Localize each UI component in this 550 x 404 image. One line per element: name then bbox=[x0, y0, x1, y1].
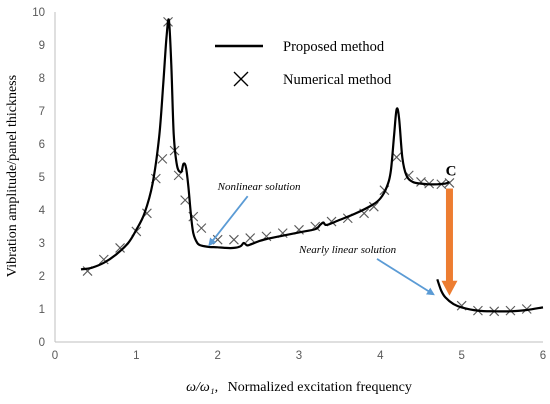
nonlinear-arrow bbox=[208, 195, 249, 247]
numerical-point bbox=[115, 243, 125, 253]
y-tick-labels: 0 1 2 3 4 5 6 7 8 9 10 bbox=[32, 7, 45, 349]
x-tick-labels: 0 1 2 3 4 5 6 bbox=[52, 350, 546, 362]
numerical-point bbox=[229, 234, 239, 245]
x-stroke bbox=[416, 177, 426, 187]
y-tick-label: 5 bbox=[39, 172, 45, 184]
x-tick-label: 2 bbox=[214, 350, 220, 362]
x-stroke bbox=[245, 233, 256, 243]
y-tick-label: 2 bbox=[39, 271, 45, 283]
y-tick-label: 10 bbox=[32, 7, 45, 19]
x-stroke bbox=[188, 211, 199, 222]
y-tick-label: 0 bbox=[39, 337, 45, 349]
legend-label-proposed: Proposed method bbox=[283, 39, 385, 55]
x-tick-label: 1 bbox=[133, 350, 139, 362]
numerical-point bbox=[416, 177, 426, 187]
nonlinear-label: Nonlinear solution bbox=[217, 181, 301, 193]
y-tick-label: 8 bbox=[39, 73, 45, 85]
y-tick-label: 3 bbox=[39, 238, 45, 250]
x-axis-title: Normalized excitation frequency bbox=[228, 380, 412, 395]
numerical-point bbox=[368, 201, 379, 212]
legend-label-numerical: Numerical method bbox=[283, 72, 392, 88]
x-stroke bbox=[391, 152, 402, 163]
jump-arrow-head bbox=[441, 280, 458, 296]
x-tick-label: 0 bbox=[52, 350, 58, 362]
annotations: C Nonlinear solution Nearly linear solutio… bbox=[208, 163, 458, 296]
x-stroke bbox=[196, 223, 207, 234]
numerical-point bbox=[245, 233, 256, 243]
proposed-line-segment bbox=[436, 278, 544, 313]
y-tick-label: 1 bbox=[39, 304, 45, 316]
numerical-point bbox=[157, 153, 168, 164]
nearly-linear-label: Nearly linear solution bbox=[298, 244, 397, 256]
x-stroke bbox=[359, 208, 369, 219]
legend-x-swatch bbox=[233, 71, 249, 87]
numerical-point bbox=[180, 195, 191, 205]
y-tick-label: 7 bbox=[39, 106, 45, 118]
x-stroke bbox=[456, 300, 467, 311]
y-tick-label: 9 bbox=[39, 40, 45, 52]
x-stroke bbox=[157, 153, 168, 164]
y-axis-label: Vibration amplitude/panel thickness bbox=[5, 75, 20, 277]
proposed-line-segment bbox=[80, 18, 450, 271]
y-tick-label: 6 bbox=[39, 139, 45, 151]
legend: Proposed method Numerical method bbox=[215, 39, 392, 88]
x-axis-symbol: ω/ω₁, bbox=[186, 380, 218, 395]
point-c-label: C bbox=[446, 163, 457, 179]
x-tick-label: 4 bbox=[377, 350, 384, 362]
x-axis-label: ω/ω₁, Normalized excitation frequency bbox=[186, 380, 412, 395]
x-stroke bbox=[98, 254, 109, 265]
x-stroke bbox=[368, 201, 379, 212]
jump-arrow-shaft bbox=[445, 188, 453, 282]
y-tick-label: 4 bbox=[39, 205, 46, 217]
nearly-linear-arrow bbox=[376, 258, 435, 296]
x-tick-label: 6 bbox=[540, 350, 546, 362]
proposed-lines bbox=[80, 18, 544, 313]
x-stroke bbox=[229, 234, 239, 245]
x-stroke bbox=[180, 195, 191, 205]
x-stroke bbox=[115, 243, 125, 253]
x-stroke bbox=[403, 170, 414, 181]
numerical-point bbox=[196, 223, 207, 234]
x-tick-label: 3 bbox=[296, 350, 302, 362]
numerical-point bbox=[98, 254, 109, 265]
numerical-markers bbox=[82, 17, 532, 317]
x-tick-label: 5 bbox=[458, 350, 464, 362]
